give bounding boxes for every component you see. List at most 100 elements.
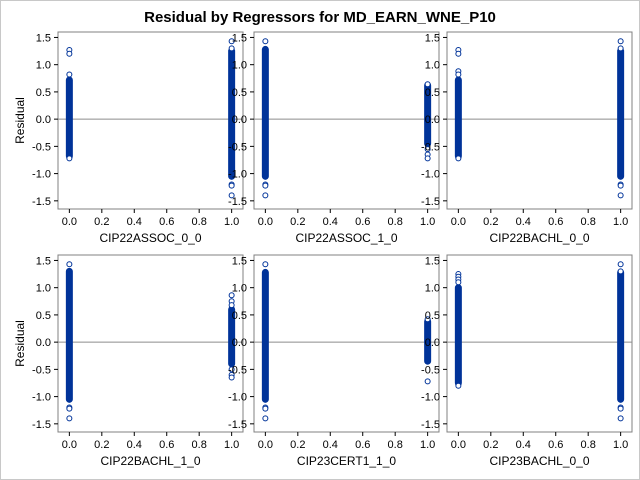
x-tick-label: 0.0: [451, 216, 466, 228]
residual-band: [65, 76, 73, 160]
x-tick-label: 0.0: [62, 439, 77, 451]
residual-band: [65, 267, 73, 403]
y-tick-label: 0.5: [425, 87, 440, 99]
y-tick-label: -0.5: [228, 364, 247, 376]
x-tick-label: 0.4: [516, 216, 531, 228]
y-tick-label: 0.0: [232, 114, 247, 126]
residual-band: [261, 268, 269, 403]
y-tick-label: 0.5: [232, 87, 247, 99]
residual-point: [455, 71, 462, 78]
y-tick-label: 0.0: [425, 114, 440, 126]
y-tick-label: 1.5: [425, 255, 440, 267]
x-tick-label: 0.4: [127, 439, 142, 451]
y-tick-label: 1.5: [232, 32, 247, 44]
y-tick-label: 0.5: [36, 87, 51, 99]
x-tick-label: 0.8: [388, 216, 403, 228]
residual-point: [455, 279, 462, 286]
x-tick-label: 0.0: [258, 439, 273, 451]
x-tick-label: 1.0: [224, 439, 239, 451]
y-tick-label: 0.0: [425, 337, 440, 349]
y-tick-label: -1.0: [32, 169, 51, 181]
y-tick-label: -1.5: [32, 419, 51, 431]
x-tick-label: 1.0: [613, 439, 628, 451]
y-axis-title: Residual: [13, 97, 27, 144]
residual-point: [66, 155, 73, 162]
residual-band: [454, 284, 462, 387]
residual-point: [66, 405, 73, 412]
residual-band: [261, 45, 269, 180]
residual-point: [228, 38, 235, 45]
x-tick-label: 0.8: [192, 439, 207, 451]
y-tick-label: -0.5: [32, 364, 51, 376]
y-tick-label: -1.5: [228, 419, 247, 431]
residual-point: [424, 378, 431, 385]
y-tick-label: -1.5: [228, 196, 247, 208]
y-tick-label: 0.5: [425, 310, 440, 322]
plot-frame: [446, 31, 633, 210]
x-tick-label: 0.6: [355, 216, 370, 228]
residual-point: [262, 38, 269, 45]
panel-6: 0.0 0.2 0.4 0.6 0.8 1.0 1.5 1.0 0.5 0.0 -0.5 -1.0 -1…: [421, 254, 633, 468]
residual-point: [262, 182, 269, 189]
residual-point: [228, 374, 235, 381]
residual-point: [617, 415, 624, 422]
y-tick-label: 1.0: [36, 283, 51, 295]
residual-point: [617, 192, 624, 199]
y-axis-title: Residual: [13, 320, 27, 367]
residual-point: [424, 81, 431, 88]
x-axis-title: CIP22BACHL_1_0: [100, 454, 200, 468]
x-tick-label: 1.0: [420, 439, 435, 451]
residual-point: [228, 302, 235, 309]
y-tick-label: 0.0: [232, 337, 247, 349]
y-tick-label: -1.0: [421, 392, 440, 404]
x-tick-label: 0.6: [159, 439, 174, 451]
residual-point: [617, 182, 624, 189]
x-axis-title: CIP23CERT1_1_0: [297, 454, 396, 468]
x-axis-title: CIP22ASSOC_1_0: [295, 231, 397, 245]
residual-point: [617, 45, 624, 52]
residual-point: [228, 192, 235, 199]
x-tick-label: 1.0: [420, 216, 435, 228]
residual-band: [617, 47, 625, 180]
plot-frame: [57, 254, 244, 433]
x-tick-label: 0.2: [94, 439, 109, 451]
y-tick-label: -1.5: [421, 419, 440, 431]
x-axis-title: CIP23BACHL_0_0: [489, 454, 589, 468]
y-tick-label: 0.5: [232, 310, 247, 322]
residual-point: [262, 192, 269, 199]
x-tick-label: 0.8: [388, 439, 403, 451]
x-tick-label: 0.2: [290, 216, 305, 228]
y-tick-label: -0.5: [421, 364, 440, 376]
residual-point: [617, 405, 624, 412]
residual-point: [66, 415, 73, 422]
x-tick-label: 0.2: [483, 439, 498, 451]
chart-title: Residual by Regressors for MD_EARN_WNE_P…: [144, 9, 496, 26]
x-tick-label: 0.6: [548, 439, 563, 451]
x-tick-label: 0.0: [62, 216, 77, 228]
x-tick-label: 0.6: [548, 216, 563, 228]
y-tick-label: -1.5: [32, 196, 51, 208]
y-tick-label: 0.5: [36, 310, 51, 322]
residual-point: [617, 261, 624, 268]
residual-point: [424, 316, 431, 323]
x-tick-label: 0.2: [94, 216, 109, 228]
residual-point: [228, 182, 235, 189]
x-tick-label: 0.8: [192, 216, 207, 228]
y-tick-label: 1.0: [425, 283, 440, 295]
residual-point: [262, 415, 269, 422]
y-tick-label: -0.5: [32, 141, 51, 153]
residual-point: [455, 382, 462, 389]
residual-point: [66, 50, 73, 57]
y-tick-label: 0.0: [36, 337, 51, 349]
residual-point: [455, 155, 462, 162]
residual-point: [455, 50, 462, 57]
plot-frame: [57, 31, 244, 210]
x-tick-label: 0.6: [355, 439, 370, 451]
residual-point: [228, 45, 235, 52]
x-tick-label: 0.8: [581, 439, 596, 451]
x-tick-label: 0.4: [323, 216, 338, 228]
x-tick-label: 0.0: [451, 439, 466, 451]
panel-3: 0.0 0.2 0.4 0.6 0.8 1.0 1.5 1.0 0.5 0.0 -0.5 -1.0 -1…: [421, 31, 633, 245]
y-tick-label: -1.0: [32, 392, 51, 404]
